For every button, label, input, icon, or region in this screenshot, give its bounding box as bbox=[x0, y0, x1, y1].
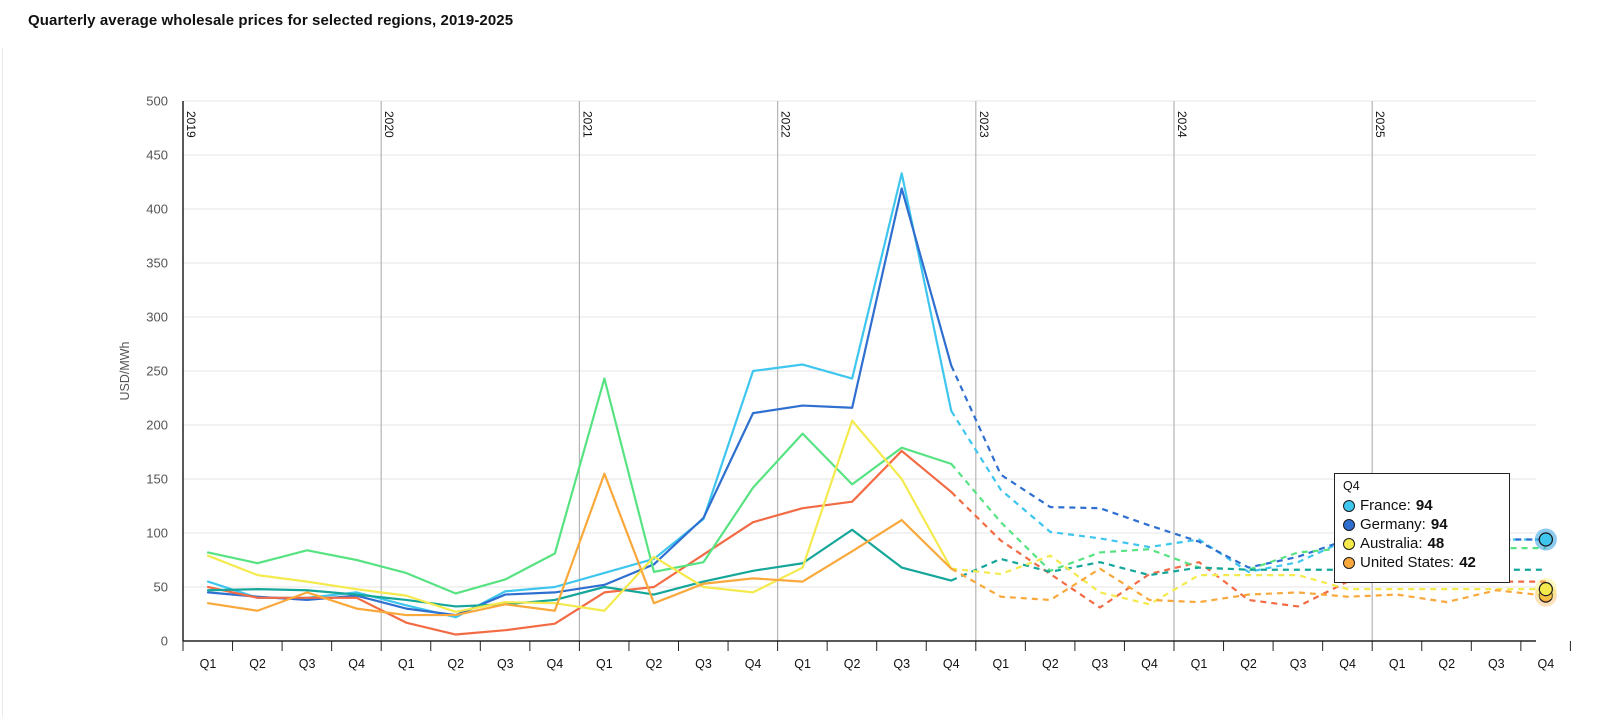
panel-border bbox=[2, 48, 3, 717]
x-tick-label-2: Q3 bbox=[299, 657, 316, 671]
x-tick-label-4: Q1 bbox=[398, 657, 415, 671]
x-tick-label-7: Q4 bbox=[547, 657, 564, 671]
x-tick-label-24: Q1 bbox=[1389, 657, 1406, 671]
tooltip-row-france: France: 94 bbox=[1343, 496, 1501, 515]
series-forecast-australia bbox=[951, 554, 1546, 606]
marker-point-france bbox=[1538, 532, 1553, 547]
year-label-2025: 2025 bbox=[1373, 111, 1387, 138]
x-tick-label-5: Q2 bbox=[447, 657, 464, 671]
y-tick-label-200: 200 bbox=[146, 418, 168, 433]
tooltip-value-france: 94 bbox=[1415, 497, 1433, 514]
y-tick-label-450: 450 bbox=[146, 148, 168, 163]
y-tick-label-250: 250 bbox=[146, 364, 168, 379]
tooltip-dot-australia bbox=[1343, 537, 1355, 550]
tooltip-dot-france bbox=[1343, 499, 1355, 512]
x-axis: Q1 Q2 Q3 Q4 Q1 Q2 Q3 Q4 Q1 Q2 Q3 Q4 Q1 Q2 Q3 Q4 Q1 Q2 Q3 Q4… bbox=[182, 640, 1571, 671]
tooltip-header: Q4 bbox=[1343, 479, 1360, 493]
y-tick-label-150: 150 bbox=[146, 472, 168, 487]
x-tick-label-1: Q2 bbox=[249, 657, 266, 671]
x-tick-label-15: Q4 bbox=[943, 657, 960, 671]
year-label-2024: 2024 bbox=[1175, 111, 1189, 138]
tooltip-dot-germany bbox=[1343, 518, 1355, 531]
x-tick-label-17: Q2 bbox=[1042, 657, 1059, 671]
year-label-2021: 2021 bbox=[580, 111, 594, 138]
x-tick-label-16: Q1 bbox=[992, 657, 1009, 671]
x-tick-label-23: Q4 bbox=[1339, 657, 1356, 671]
tooltip: Q4 France: 94 Germany: 94 Australia: 48 … bbox=[1334, 473, 1510, 583]
year-label-2020: 2020 bbox=[382, 111, 396, 138]
x-tick-label-20: Q1 bbox=[1191, 657, 1208, 671]
y-tick-label-500: 500 bbox=[146, 94, 168, 109]
x-tick-label-3: Q4 bbox=[348, 657, 365, 671]
y-tick-label-300: 300 bbox=[146, 310, 168, 325]
y-axis-label: USD/MWh bbox=[118, 341, 132, 400]
series-forecast-united-states bbox=[950, 567, 1546, 604]
year-label-2022: 2022 bbox=[779, 111, 793, 138]
tooltip-value-germany: 94 bbox=[1430, 516, 1448, 533]
x-tick-label-11: Q4 bbox=[745, 657, 762, 671]
series-forecast-germany bbox=[950, 365, 1546, 569]
x-tick-label-18: Q3 bbox=[1092, 657, 1109, 671]
year-label-2019: 2019 bbox=[184, 111, 198, 138]
x-tick-label-21: Q2 bbox=[1240, 657, 1257, 671]
x-tick-label-13: Q2 bbox=[844, 657, 861, 671]
tooltip-label-france: France: bbox=[1360, 497, 1411, 514]
tooltip-value-australia: 48 bbox=[1427, 535, 1445, 552]
x-tick-label-19: Q4 bbox=[1141, 657, 1158, 671]
x-tick-label-22: Q3 bbox=[1290, 657, 1307, 671]
tooltip-label-germany: Germany: bbox=[1360, 516, 1426, 533]
y-axis: 0 50 100 150 200 250 300 350 400 450 500 USD/MWh bbox=[118, 94, 168, 649]
x-tick-label-25: Q2 bbox=[1438, 657, 1455, 671]
tooltip-dot-united-states bbox=[1343, 556, 1355, 569]
y-tick-label-50: 50 bbox=[154, 580, 168, 595]
series-lines bbox=[206, 172, 1546, 636]
y-tick-label-350: 350 bbox=[146, 256, 168, 271]
x-tick-label-8: Q1 bbox=[596, 657, 613, 671]
tooltip-label-united-states: United States: bbox=[1360, 554, 1455, 571]
x-tick-label-12: Q1 bbox=[794, 657, 811, 671]
series-line-united-states bbox=[206, 472, 953, 617]
hover-markers bbox=[1534, 528, 1557, 607]
x-tick-label-9: Q2 bbox=[646, 657, 663, 671]
tooltip-row-germany: Germany: 94 bbox=[1343, 515, 1501, 534]
tooltip-row-united-states: United States: 42 bbox=[1343, 553, 1501, 572]
year-label-2023: 2023 bbox=[977, 111, 991, 138]
tooltip-row-australia: Australia: 48 bbox=[1343, 534, 1501, 553]
y-tick-label-100: 100 bbox=[146, 526, 168, 541]
y-tick-label-400: 400 bbox=[146, 202, 168, 217]
series-forecast-france bbox=[950, 410, 1546, 573]
series-line-france bbox=[206, 172, 953, 619]
series-line-australia bbox=[206, 419, 953, 613]
chart-title: Quarterly average wholesale prices for s… bbox=[28, 12, 514, 29]
y-tick-label-0: 0 bbox=[161, 634, 168, 649]
series-line-india bbox=[206, 528, 953, 608]
x-tick-label-27: Q4 bbox=[1538, 657, 1555, 671]
x-tick-label-14: Q3 bbox=[893, 657, 910, 671]
tooltip-label-australia: Australia: bbox=[1360, 535, 1423, 552]
x-tick-label-10: Q3 bbox=[695, 657, 712, 671]
series-line-nordic bbox=[206, 377, 953, 595]
tooltip-value-united-states: 42 bbox=[1459, 554, 1476, 571]
x-tick-label-0: Q1 bbox=[200, 657, 217, 671]
marker-point-australia bbox=[1538, 582, 1553, 597]
x-tick-label-6: Q3 bbox=[497, 657, 514, 671]
x-tick-label-26: Q3 bbox=[1488, 657, 1505, 671]
